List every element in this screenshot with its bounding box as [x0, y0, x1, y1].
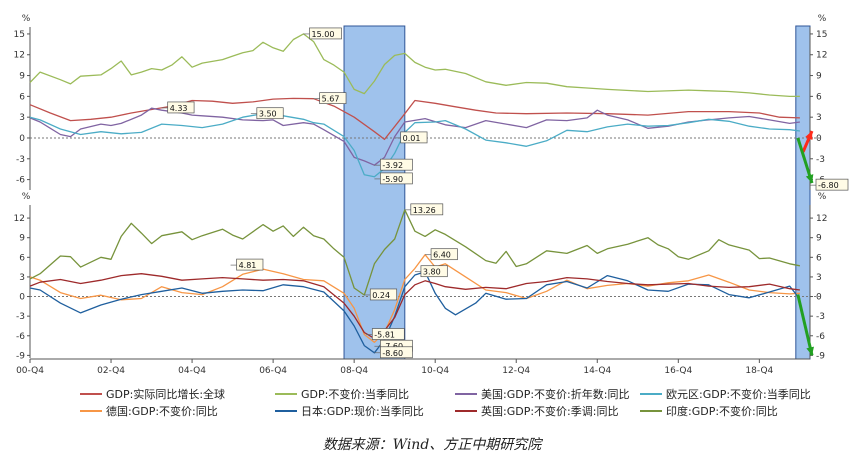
x-tick-label: 00-Q4	[16, 366, 44, 376]
data-label-box	[380, 158, 413, 171]
data-label: -6.80	[818, 181, 839, 190]
y-tick-label-left: 12	[14, 51, 25, 61]
data-label: 4.81	[239, 261, 257, 270]
x-tick-label: 06-Q4	[259, 366, 287, 376]
y-tick-label-left: 9	[19, 234, 25, 244]
data-label-box	[309, 27, 342, 40]
y-tick-label-right: 15	[816, 30, 827, 40]
y-tick-label-right: 0	[816, 293, 822, 303]
x-tick-label: 10-Q4	[421, 366, 449, 376]
data-label-box	[430, 248, 458, 261]
series-line-lower-1	[29, 271, 801, 354]
y-tick-label-right: 6	[816, 253, 822, 263]
data-label-box	[371, 328, 405, 340]
y-tick-label-left: 6	[19, 92, 25, 102]
y-tick-label-left: 0	[19, 134, 25, 144]
y-tick-label-right: 6	[816, 92, 822, 102]
x-tick-label: 12-Q4	[502, 366, 530, 376]
series-line-lower-2	[29, 273, 800, 340]
data-label: 15.00	[312, 30, 335, 39]
shaded-period-1	[795, 25, 811, 360]
unit-label-left: %	[22, 192, 31, 202]
series-line-lower-3	[29, 209, 801, 296]
data-label-box	[400, 131, 428, 144]
y-tick-label-left: -9	[16, 351, 25, 361]
data-label-box	[380, 346, 413, 359]
data-label: -5.90	[382, 175, 403, 184]
x-tick-label: 08-Q4	[340, 366, 368, 376]
data-label-box	[815, 178, 849, 191]
unit-label-left: %	[22, 14, 31, 24]
y-tick-label-left: 15	[14, 30, 25, 40]
y-tick-label-left: -6	[16, 176, 25, 186]
data-label: 0.01	[403, 134, 421, 143]
legend-label: 欧元区:GDP:不变价:当季同比	[666, 387, 811, 401]
data-label-box	[256, 107, 284, 120]
series-line-upper-2	[29, 107, 800, 166]
unit-label-right: %	[818, 14, 827, 24]
data-label: 3.50	[259, 110, 277, 119]
y-tick-label-right: -6	[816, 332, 825, 342]
x-tick-label: 18-Q4	[745, 366, 773, 376]
y-tick-label-right: 9	[816, 234, 822, 244]
y-tick-label-left: -3	[16, 155, 25, 165]
y-tick-label-right: -3	[816, 312, 825, 322]
data-label-box	[236, 258, 264, 271]
data-label: -3.92	[382, 161, 403, 170]
y-tick-label-right: -3	[816, 155, 825, 165]
series-line-upper-1	[29, 33, 800, 98]
y-tick-label-right: 12	[816, 51, 827, 61]
y-tick-label-right: 9	[816, 72, 822, 82]
data-label: -5.81	[374, 331, 395, 340]
y-tick-label-right: 12	[816, 214, 827, 224]
series-line-upper-3	[29, 113, 800, 178]
data-label-box	[319, 92, 347, 105]
legend-label: GDP:不变价:当季同比	[301, 387, 409, 401]
legend-label: 美国:GDP:不变价:折年数:同比	[481, 387, 629, 401]
y-tick-label-left: 0	[19, 293, 25, 303]
data-label: 5.67	[322, 95, 340, 104]
y-tick-label-left: -3	[16, 312, 25, 322]
unit-label-right: %	[818, 192, 827, 202]
legend-label: 日本:GDP:现价:当季同比	[301, 404, 424, 418]
arrow-head	[805, 131, 813, 141]
data-label-box	[410, 203, 444, 216]
y-tick-label-left: 12	[14, 214, 25, 224]
data-label: 3.80	[423, 268, 441, 277]
y-tick-label-right: 3	[816, 273, 822, 283]
y-tick-label-left: 3	[19, 273, 25, 283]
legend-label: 德国:GDP:不变价:同比	[106, 404, 218, 418]
data-label-box	[167, 101, 195, 114]
data-label-box	[369, 288, 398, 301]
data-label: 13.26	[413, 206, 436, 215]
data-label: 0.24	[372, 291, 390, 300]
y-tick-label-left: 6	[19, 253, 25, 263]
shaded-period-0	[343, 25, 406, 360]
legend-label: 印度:GDP:不变价:同比	[666, 404, 778, 418]
data-label-box	[380, 172, 413, 185]
data-label: -8.60	[382, 349, 403, 358]
arrow-shaft	[796, 294, 814, 356]
data-label-box	[420, 265, 448, 278]
x-tick-label: 16-Q4	[664, 366, 692, 376]
x-tick-label: 14-Q4	[583, 366, 611, 376]
series-line-upper-0	[29, 97, 800, 141]
legend-label: 英国:GDP:不变价:季调:同比	[481, 404, 618, 418]
y-tick-label-left: -6	[16, 332, 25, 342]
legend-label: GDP:实际同比增长:全球	[106, 387, 225, 401]
x-tick-label: 04-Q4	[178, 366, 206, 376]
y-tick-label-right: 0	[816, 134, 822, 144]
data-label: 4.33	[170, 104, 188, 113]
y-tick-label-left: 9	[19, 72, 25, 82]
series-line-lower-0	[29, 254, 800, 343]
x-tick-label: 02-Q4	[97, 366, 125, 376]
y-tick-label-right: 3	[816, 113, 822, 123]
data-label: 6.40	[433, 251, 451, 260]
source-caption: 数据来源：Wind、方正中期研究院	[322, 437, 542, 453]
y-tick-label-right: -9	[816, 351, 825, 361]
y-tick-label-left: 3	[19, 113, 25, 123]
arrow-head	[806, 346, 814, 356]
arrow-head	[805, 174, 814, 184]
